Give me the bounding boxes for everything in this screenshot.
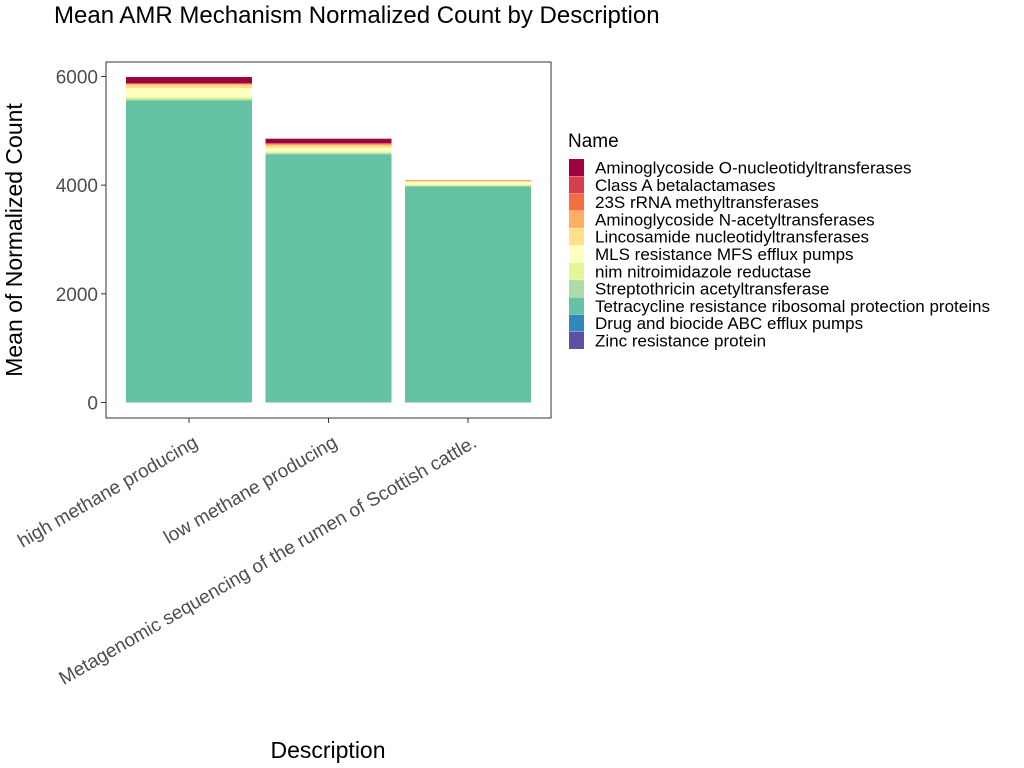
bar-segment bbox=[265, 143, 392, 145]
plot-area bbox=[126, 77, 531, 403]
bar-segment bbox=[265, 145, 392, 148]
bar-segment bbox=[405, 184, 531, 186]
bar-segment bbox=[126, 96, 252, 100]
legend-label: Streptothricin acetyltransferase bbox=[595, 280, 829, 299]
legend-swatch bbox=[569, 193, 584, 211]
legend-swatch bbox=[569, 159, 584, 176]
legend-label: Class A betalactamases bbox=[595, 176, 775, 195]
bar-segment bbox=[126, 88, 252, 97]
legend-label: Lincosamide nucleotidyltransferases bbox=[595, 228, 869, 247]
legend: Name Aminoglycoside O-nucleotidyltransfe… bbox=[568, 131, 990, 351]
bar-segment bbox=[126, 84, 252, 85]
legend-swatch bbox=[569, 210, 584, 228]
y-tick-label: 6000 bbox=[56, 68, 98, 89]
legend-swatch bbox=[569, 245, 584, 263]
legend-label: nim nitroimidazole reductase bbox=[595, 262, 811, 281]
y-tick-label: 0 bbox=[87, 394, 98, 415]
legend-swatch bbox=[569, 314, 584, 332]
x-axis-title: Description bbox=[270, 737, 385, 763]
bar-segment bbox=[126, 84, 252, 89]
bar-segment bbox=[405, 180, 531, 182]
bar-segment bbox=[265, 153, 392, 155]
bar-segment bbox=[405, 186, 531, 403]
legend-swatch bbox=[569, 228, 584, 246]
legend-label: Tetracycline resistance ribosomal protec… bbox=[595, 297, 990, 316]
bar-segment bbox=[265, 154, 392, 403]
legend-label: Drug and biocide ABC efflux pumps bbox=[595, 314, 863, 333]
bar-segment bbox=[265, 138, 392, 144]
legend-swatch bbox=[569, 297, 584, 315]
legend-label: Zinc resistance protein bbox=[595, 332, 766, 351]
bar-segment bbox=[265, 147, 392, 152]
bar-segment bbox=[405, 180, 531, 182]
legend-swatch bbox=[569, 280, 584, 298]
y-tick-label: 4000 bbox=[56, 176, 98, 197]
bar-segment bbox=[265, 144, 392, 146]
legend-swatch bbox=[569, 332, 584, 349]
legend-label: 23S rRNA methyltransferases bbox=[595, 193, 819, 212]
bar-segment bbox=[405, 180, 531, 181]
bar-segment bbox=[405, 185, 531, 187]
bar-segment bbox=[126, 83, 252, 84]
bar-segment bbox=[405, 181, 531, 185]
y-axis-title: Mean of Normalized Count bbox=[1, 103, 27, 377]
bar-segment bbox=[265, 151, 392, 154]
bar-segment bbox=[126, 99, 252, 101]
legend-label: Aminoglycoside N-acetyltransferases bbox=[595, 210, 875, 229]
legend-title: Name bbox=[568, 131, 619, 152]
bar-segment bbox=[126, 77, 252, 84]
bar-segment bbox=[126, 100, 252, 403]
legend-swatch bbox=[569, 262, 584, 280]
bar-segment bbox=[265, 143, 392, 144]
chart-title: Mean AMR Mechanism Normalized Count by D… bbox=[54, 2, 660, 29]
legend-label: MLS resistance MFS efflux pumps bbox=[595, 245, 854, 264]
legend-swatch bbox=[569, 176, 584, 194]
legend-label: Aminoglycoside O-nucleotidyltransferases bbox=[595, 159, 912, 178]
bar-segment bbox=[126, 83, 252, 85]
y-tick-label: 2000 bbox=[56, 285, 98, 306]
y-axis: 0 2000 4000 6000 bbox=[56, 68, 106, 415]
